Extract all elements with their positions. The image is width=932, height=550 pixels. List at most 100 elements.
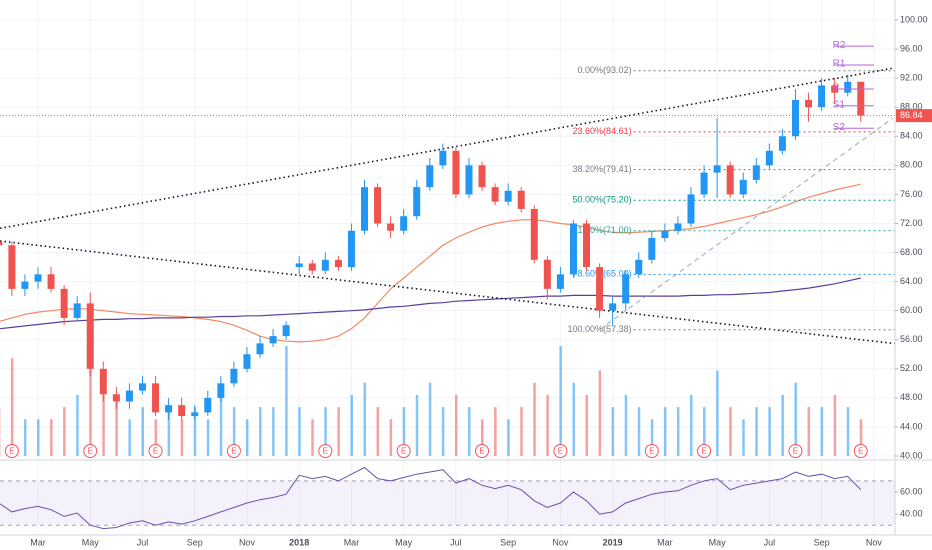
- candle-body: [334, 259, 342, 268]
- volume-bar: [311, 419, 314, 456]
- volume-bar: [219, 394, 223, 456]
- x-tick-label: Mar: [30, 537, 46, 547]
- candle-body: [596, 267, 604, 311]
- candle-body: [739, 179, 747, 195]
- candle-body: [517, 190, 525, 209]
- x-tick-label: Mar: [657, 537, 673, 547]
- trendline: [0, 67, 896, 230]
- volume-bar: [494, 407, 497, 456]
- volume-bar: [180, 419, 184, 456]
- y-tick-label: 48.00: [900, 392, 923, 402]
- candle-body: [844, 81, 852, 93]
- volume-bar: [611, 407, 615, 456]
- volume-bar: [206, 419, 210, 456]
- trendline: [0, 240, 896, 345]
- volume-bar: [141, 407, 144, 456]
- fib-label: 23.60%(84.61): [573, 126, 632, 136]
- candle-body: [21, 281, 29, 289]
- candle-body: [765, 150, 773, 166]
- x-tick-label: 2019: [603, 537, 623, 547]
- x-tick-label: Jul: [450, 537, 462, 547]
- earnings-label: E: [231, 447, 236, 456]
- x-tick-label: Jul: [137, 537, 149, 547]
- volume-bar: [507, 419, 510, 456]
- y-tick-label: 68.00: [900, 247, 923, 257]
- pivot-label: R1: [833, 59, 846, 70]
- volume-bar: [637, 407, 641, 456]
- candle-body: [256, 343, 264, 355]
- volume-bar: [833, 394, 837, 456]
- candle-body: [543, 259, 551, 289]
- earnings-label: E: [9, 447, 14, 456]
- y-tick-label: 56.00: [900, 334, 923, 344]
- earnings-marker: [226, 444, 241, 458]
- candle-body: [86, 303, 94, 369]
- volume-bar: [585, 394, 589, 456]
- volume-bar: [467, 407, 471, 456]
- volume-bar: [50, 419, 53, 456]
- volume-bar: [10, 358, 14, 456]
- earnings-marker: [553, 444, 568, 458]
- earnings-label: E: [153, 447, 158, 456]
- fib-label: 100.00%(57.38): [568, 324, 632, 334]
- y-tick-label: 100.00: [900, 14, 928, 24]
- earnings-marker: [697, 444, 712, 458]
- volume-bar: [415, 394, 419, 456]
- candle-body: [778, 136, 786, 151]
- rsi-line: [0, 466, 862, 530]
- x-tick-label: Mar: [344, 537, 360, 547]
- y-tick-label: 72.00: [900, 218, 923, 228]
- candle-body: [687, 194, 695, 224]
- candle-body: [269, 336, 277, 344]
- volume-bar: [846, 407, 850, 456]
- candle-body: [635, 259, 643, 275]
- rsi-band: [0, 480, 895, 526]
- x-tick-label: May: [709, 537, 727, 547]
- volume-bar: [742, 419, 745, 456]
- volume-bar: [807, 407, 811, 456]
- earnings-marker: [396, 444, 411, 458]
- y-tick-label: 52.00: [900, 363, 923, 373]
- candle-body: [204, 397, 212, 413]
- candle-body: [674, 223, 682, 231]
- earnings-label: E: [88, 447, 93, 456]
- volume-bar: [454, 394, 458, 456]
- candle-body: [713, 165, 721, 173]
- earnings-label: E: [701, 447, 706, 456]
- x-tick-label: May: [395, 537, 413, 547]
- volume-bar: [676, 407, 680, 456]
- volume-bar: [859, 419, 863, 456]
- candle-body: [387, 223, 395, 231]
- volume-bar: [324, 407, 327, 456]
- candle-body: [400, 216, 408, 231]
- candle-body: [112, 394, 120, 402]
- candle-body: [47, 274, 55, 289]
- candle-body: [556, 274, 564, 289]
- volume-bar: [285, 346, 288, 456]
- earnings-marker: [475, 444, 490, 458]
- volume-bar: [598, 370, 602, 456]
- y-tick-label: 88.00: [900, 102, 923, 112]
- candle-body: [452, 150, 460, 195]
- earnings-label: E: [323, 447, 328, 456]
- moving-average: [0, 277, 861, 330]
- volume-bar: [703, 407, 706, 456]
- volume-bar: [533, 382, 536, 456]
- x-tick-label: Sep: [500, 537, 516, 547]
- candle-body: [752, 165, 760, 180]
- candle-body: [178, 405, 186, 417]
- volume-bar: [441, 407, 445, 456]
- x-tick-label: May: [82, 537, 100, 547]
- candle-body: [491, 187, 499, 202]
- y-tick-label: 80.00: [900, 160, 923, 170]
- volume-bar: [389, 419, 393, 456]
- earnings-label: E: [649, 447, 654, 456]
- trendline: [599, 117, 894, 330]
- rsi-y-tick-label: 60.00: [900, 486, 923, 496]
- last-price-label: 86.84: [900, 110, 923, 120]
- candle-body: [726, 165, 734, 195]
- candle-body: [321, 259, 329, 271]
- price-axis: [895, 0, 932, 550]
- x-tick-label: Sep: [187, 537, 203, 547]
- pivot-label: S1: [833, 99, 846, 110]
